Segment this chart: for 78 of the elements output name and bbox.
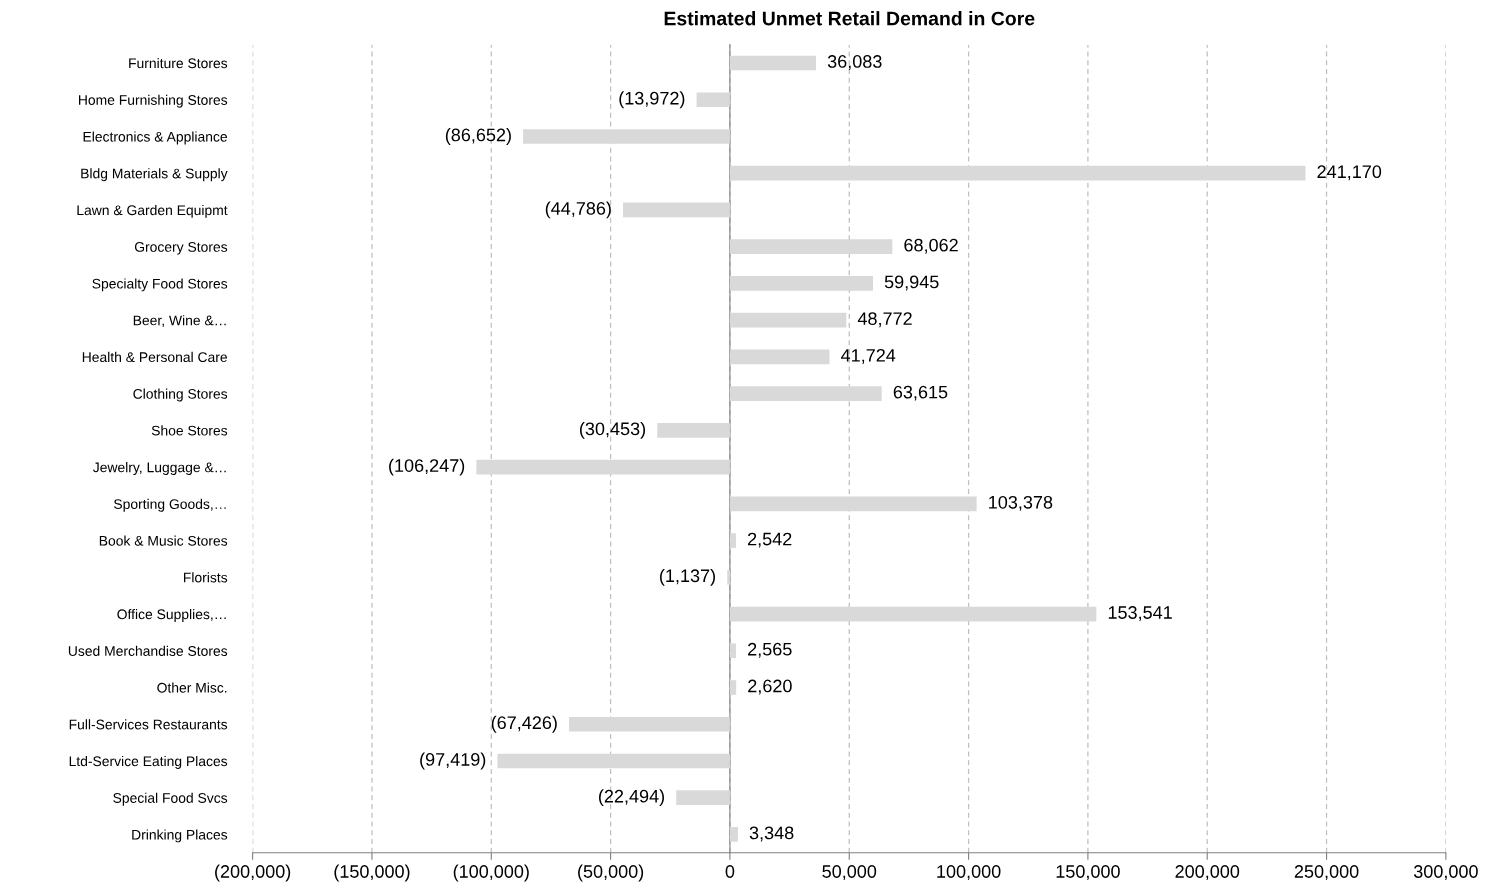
x-tick-label: 100,000 (937, 865, 1001, 881)
x-tick-label: (100,000) (453, 864, 529, 882)
bar (676, 790, 730, 806)
x-tick-label: (50,000) (578, 864, 644, 882)
y-tick-label: Furniture Stores (129, 57, 228, 69)
y-tick-label: Home Furnishing Stores (79, 94, 228, 108)
data-label: (44,786) (545, 201, 611, 219)
bar (729, 680, 737, 695)
bar (523, 129, 730, 144)
x-tick-label: 200,000 (1175, 865, 1240, 881)
y-tick-label: Shoe Stores (151, 425, 228, 436)
bar (729, 827, 738, 842)
data-label: 2,565 (748, 642, 792, 658)
bar (729, 606, 1097, 622)
y-tick-label: Ltd-Service Eating Places (69, 755, 228, 769)
bar (623, 202, 730, 218)
bar (729, 533, 736, 548)
data-label: 48,772 (857, 312, 912, 328)
y-tick-label: Full-Services Restaurants (69, 719, 228, 730)
bar (569, 716, 730, 732)
bar (727, 569, 730, 585)
chart-title: Estimated Unmet Retail Demand in Core (664, 11, 1035, 26)
data-label: (97,419) (420, 752, 486, 770)
y-tick-label: Health & Personal Care (82, 351, 228, 363)
bar (729, 349, 830, 365)
data-label: 41,724 (841, 348, 896, 364)
data-label: 241,170 (1317, 165, 1382, 181)
x-tick-label: 150,000 (1056, 865, 1120, 881)
data-label: (1,137) (660, 568, 715, 586)
y-tick-label: Bldg Materials & Supply (81, 168, 228, 182)
bar (696, 92, 730, 108)
bar (729, 165, 1306, 181)
y-tick-label: Electronics & Appliance (83, 131, 228, 145)
data-label: (13,972) (619, 91, 685, 109)
data-label: 63,615 (893, 385, 948, 401)
y-tick-label: Grocery Stores (134, 242, 228, 255)
bar (476, 459, 730, 475)
data-label: 68,062 (904, 238, 958, 254)
data-label: (106,247) (389, 458, 465, 476)
data-label: 59,945 (884, 275, 939, 291)
y-tick-label: Other Misc. (157, 682, 227, 693)
bar (729, 496, 977, 512)
bar (729, 55, 817, 71)
x-tick-label: (200,000) (215, 864, 291, 882)
y-tick-label: Clothing Stores (133, 388, 228, 402)
bar (657, 423, 730, 438)
y-tick-label: Drinking Places (132, 829, 228, 843)
data-label: 153,541 (1108, 606, 1172, 622)
y-tick-label: Book & Music Stores (99, 535, 228, 546)
data-label: 2,620 (748, 679, 792, 695)
bar (729, 312, 847, 328)
y-tick-label: Office Supplies,… (117, 609, 226, 622)
bar (497, 753, 730, 769)
y-tick-label: Sporting Goods,… (114, 498, 226, 512)
y-tick-label: Beer, Wine &… (133, 315, 226, 327)
y-tick-label: Jewelry, Luggage &… (92, 462, 226, 476)
x-tick-label: 250,000 (1294, 865, 1359, 881)
data-label: 36,083 (827, 55, 882, 70)
data-label: (22,494) (599, 789, 665, 807)
data-label: (67,426) (491, 715, 557, 733)
bar (729, 239, 893, 255)
data-label: (30,453) (580, 421, 646, 439)
y-tick-label: Lawn & Garden Equipmt (77, 204, 228, 218)
bar (729, 276, 873, 291)
y-tick-label: Specialty Food Stores (92, 278, 228, 292)
bar (729, 643, 737, 659)
data-label: 103,378 (989, 495, 1053, 511)
data-label: (86,652) (445, 128, 511, 145)
y-tick-label: Used Merchandise Stores (68, 645, 228, 656)
x-tick-label: 0 (725, 865, 735, 878)
x-tick-label: 300,000 (1413, 865, 1478, 881)
x-tick-label: 50,000 (822, 865, 877, 881)
data-label: 2,542 (748, 532, 792, 548)
y-tick-label: Florists (184, 572, 228, 583)
y-tick-label: Special Food Svcs (113, 792, 228, 806)
data-label: 3,348 (749, 826, 794, 842)
bar (729, 386, 882, 401)
x-tick-label: (150,000) (334, 864, 410, 882)
